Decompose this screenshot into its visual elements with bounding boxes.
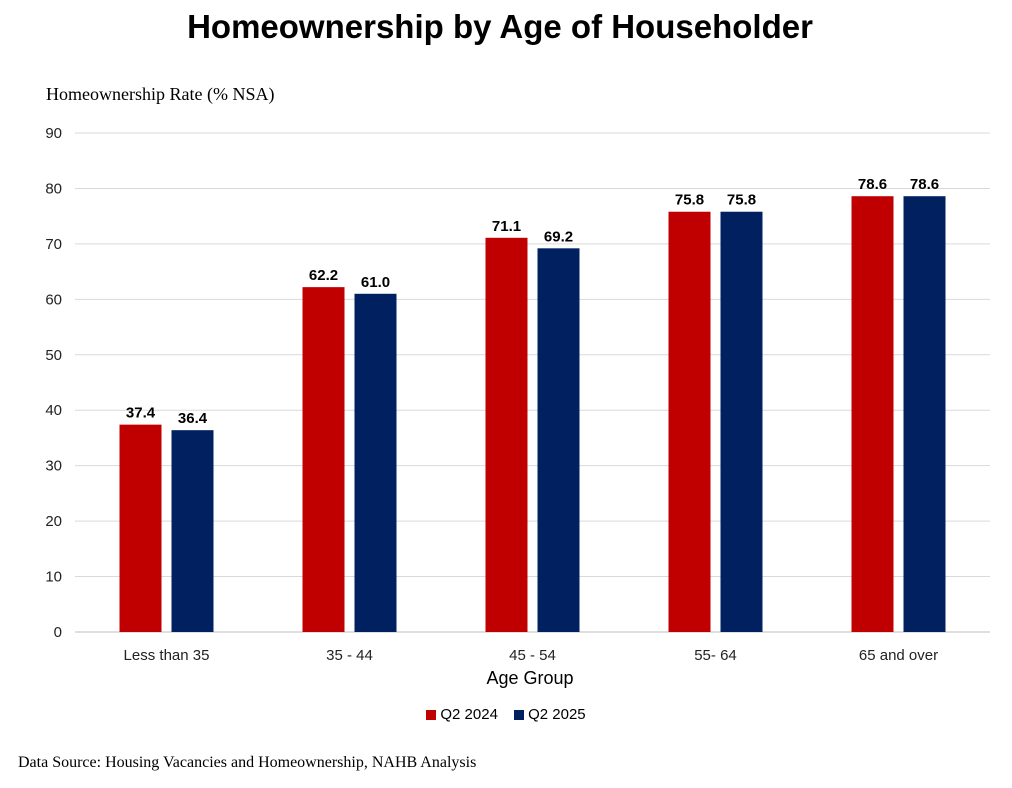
bar-q2-2025-4	[903, 196, 946, 632]
bar-q2-2024-4	[851, 196, 894, 632]
x-tick-1: 35 - 44	[326, 647, 373, 664]
y-axis-label: Homeownership Rate (% NSA)	[46, 84, 275, 104]
x-tick-3: 55- 64	[694, 647, 737, 664]
legend-item-q2-2025: Q2 2025	[514, 706, 586, 723]
bar-q2-2024-3	[668, 211, 711, 632]
y-tick-50: 50	[45, 347, 62, 364]
bars	[119, 196, 946, 633]
legend-item-q2-2024: Q2 2024	[426, 706, 498, 723]
y-tick-30: 30	[45, 458, 62, 475]
bar-q2-2025-1	[354, 293, 397, 632]
data-source-note: Data Source: Housing Vacancies and Homeo…	[18, 754, 477, 771]
y-tick-90: 90	[45, 125, 62, 142]
x-tick-0: Less than 35	[124, 647, 210, 664]
y-tick-10: 10	[45, 569, 62, 586]
data-label-q2-2025-3: 75.8	[727, 192, 756, 209]
y-tick-80: 80	[45, 180, 62, 197]
data-label-q2-2024-3: 75.8	[675, 192, 704, 209]
data-label-q2-2024-1: 62.2	[309, 267, 338, 284]
bar-q2-2024-2	[485, 237, 528, 633]
y-tick-40: 40	[45, 402, 62, 419]
data-label-q2-2025-2: 69.2	[544, 228, 573, 245]
data-label-q2-2024-2: 71.1	[492, 218, 521, 235]
data-labels: 37.4 36.4 62.2 61.0 71.1 69.2 75.8 75.8 78.6 78.6	[126, 176, 939, 427]
legend-swatch-q2-2025	[514, 710, 525, 720]
bar-q2-2025-3	[720, 211, 763, 632]
data-label-q2-2024-4: 78.6	[858, 176, 887, 193]
y-tick-20: 20	[45, 513, 62, 530]
bar-q2-2025-2	[537, 248, 580, 632]
legend: Q2 2024 Q2 2025	[0, 706, 1012, 723]
chart-title: Homeownership by Age of Householder	[187, 8, 813, 45]
y-tick-70: 70	[45, 236, 62, 253]
data-label-q2-2025-1: 61.0	[361, 274, 390, 291]
x-tick-labels: Less than 35 35 - 44 45 - 54 55- 64 65 and o…	[124, 647, 939, 664]
legend-label-q2-2024: Q2 2024	[440, 706, 498, 723]
bar-q2-2024-1	[302, 287, 345, 632]
x-axis-label: Age Group	[486, 668, 574, 688]
data-label-q2-2024-0: 37.4	[126, 405, 156, 422]
y-tick-0: 0	[54, 624, 62, 641]
bar-chart: 0 10 20 30 40 50 60 70 80 90 37.4 36.4 62.2 61.0 71.1…	[45, 125, 990, 664]
data-label-q2-2025-0: 36.4	[178, 410, 208, 427]
bar-q2-2024-0	[119, 424, 162, 632]
legend-swatch-q2-2024	[426, 710, 437, 720]
y-tick-60: 60	[45, 291, 62, 308]
x-tick-4: 65 and over	[859, 647, 938, 664]
legend-label-q2-2025: Q2 2025	[528, 706, 586, 723]
y-tick-labels: 0 10 20 30 40 50 60 70 80 90	[45, 125, 62, 641]
data-label-q2-2025-4: 78.6	[910, 176, 939, 193]
gridlines	[75, 132, 990, 633]
x-tick-2: 45 - 54	[509, 647, 556, 664]
bar-q2-2025-0	[171, 430, 214, 632]
